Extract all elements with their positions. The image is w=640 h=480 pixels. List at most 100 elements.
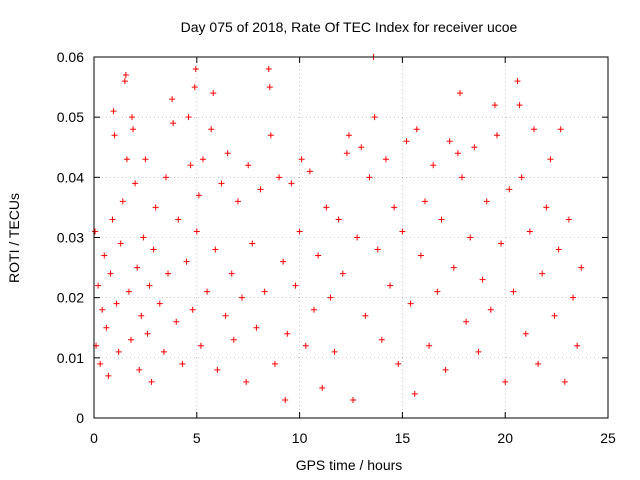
data-point <box>288 180 295 187</box>
x-tick-label: 10 <box>292 430 308 446</box>
y-tick-label: 0.02 <box>57 290 84 306</box>
data-point <box>310 306 317 313</box>
data-point <box>101 252 108 259</box>
data-point <box>561 378 568 385</box>
data-point <box>192 66 199 73</box>
data-point <box>169 96 176 103</box>
data-point <box>518 174 525 181</box>
data-point <box>146 282 153 289</box>
data-point <box>362 312 369 319</box>
data-point <box>129 114 136 121</box>
x-tick-label: 0 <box>90 430 98 446</box>
data-point <box>487 306 494 313</box>
data-point <box>430 162 437 169</box>
grid-lines <box>94 57 608 418</box>
data-point <box>282 396 289 403</box>
data-point <box>366 174 373 181</box>
data-points <box>92 54 585 403</box>
data-point <box>107 270 114 277</box>
data-point <box>189 306 196 313</box>
data-point <box>175 216 182 223</box>
data-point <box>179 360 186 367</box>
data-point <box>543 204 550 211</box>
data-point <box>535 360 542 367</box>
data-point <box>208 126 215 133</box>
data-point <box>210 90 217 97</box>
data-point <box>173 318 180 325</box>
data-point <box>315 252 322 259</box>
plot-frame <box>93 56 609 419</box>
data-point <box>111 132 118 139</box>
data-point <box>557 126 564 133</box>
data-point <box>95 282 102 289</box>
data-point <box>323 204 330 211</box>
data-point <box>243 378 250 385</box>
data-point <box>403 138 410 145</box>
data-point <box>165 270 172 277</box>
data-point <box>140 234 147 241</box>
data-point <box>530 126 537 133</box>
data-point <box>156 300 163 307</box>
data-point <box>119 198 126 205</box>
data-point <box>479 276 486 283</box>
data-point <box>522 330 529 337</box>
data-point <box>296 228 303 235</box>
x-tick-label: 25 <box>600 430 616 446</box>
data-point <box>261 288 268 295</box>
data-point <box>319 384 326 391</box>
data-point <box>245 162 252 169</box>
data-point <box>574 342 581 349</box>
data-point <box>148 378 155 385</box>
data-point <box>378 336 385 343</box>
data-point <box>350 396 357 403</box>
data-point <box>271 360 278 367</box>
data-point <box>122 72 129 79</box>
data-point <box>105 372 112 379</box>
data-point <box>387 282 394 289</box>
data-point <box>331 348 338 355</box>
data-point <box>109 216 116 223</box>
x-tick-label: 15 <box>395 430 411 446</box>
data-point <box>230 336 237 343</box>
data-point <box>498 240 505 247</box>
data-point <box>345 132 352 139</box>
data-point <box>249 240 256 247</box>
data-point <box>471 144 478 151</box>
data-point <box>539 270 546 277</box>
data-point <box>578 264 585 271</box>
y-tick-label: 0.03 <box>57 230 84 246</box>
y-tick-label: 0.06 <box>57 49 84 65</box>
data-point <box>195 192 202 199</box>
data-point <box>413 126 420 133</box>
data-point <box>467 234 474 241</box>
data-point <box>339 270 346 277</box>
data-point <box>150 246 157 253</box>
data-point <box>343 150 350 157</box>
data-point <box>142 156 149 163</box>
data-point <box>257 186 264 193</box>
data-point <box>358 144 365 151</box>
data-point <box>117 240 124 247</box>
data-point <box>422 198 429 205</box>
data-point <box>123 156 130 163</box>
data-point <box>399 228 406 235</box>
data-point <box>224 150 231 157</box>
data-point <box>187 162 194 169</box>
data-point <box>306 168 313 175</box>
data-point <box>204 288 211 295</box>
data-point <box>547 156 554 163</box>
data-point <box>218 180 225 187</box>
y-tick-label: 0.04 <box>57 169 84 185</box>
data-point <box>162 174 169 181</box>
chart-title: Day 075 of 2018, Rate Of TEC Index for r… <box>181 19 518 35</box>
data-point <box>510 288 517 295</box>
data-point <box>152 204 159 211</box>
data-point <box>570 294 577 301</box>
data-point <box>407 300 414 307</box>
data-point <box>110 108 117 115</box>
data-point <box>411 390 418 397</box>
y-tick-label: 0.05 <box>57 109 84 125</box>
x-tick-label: 5 <box>193 430 201 446</box>
data-point <box>284 330 291 337</box>
